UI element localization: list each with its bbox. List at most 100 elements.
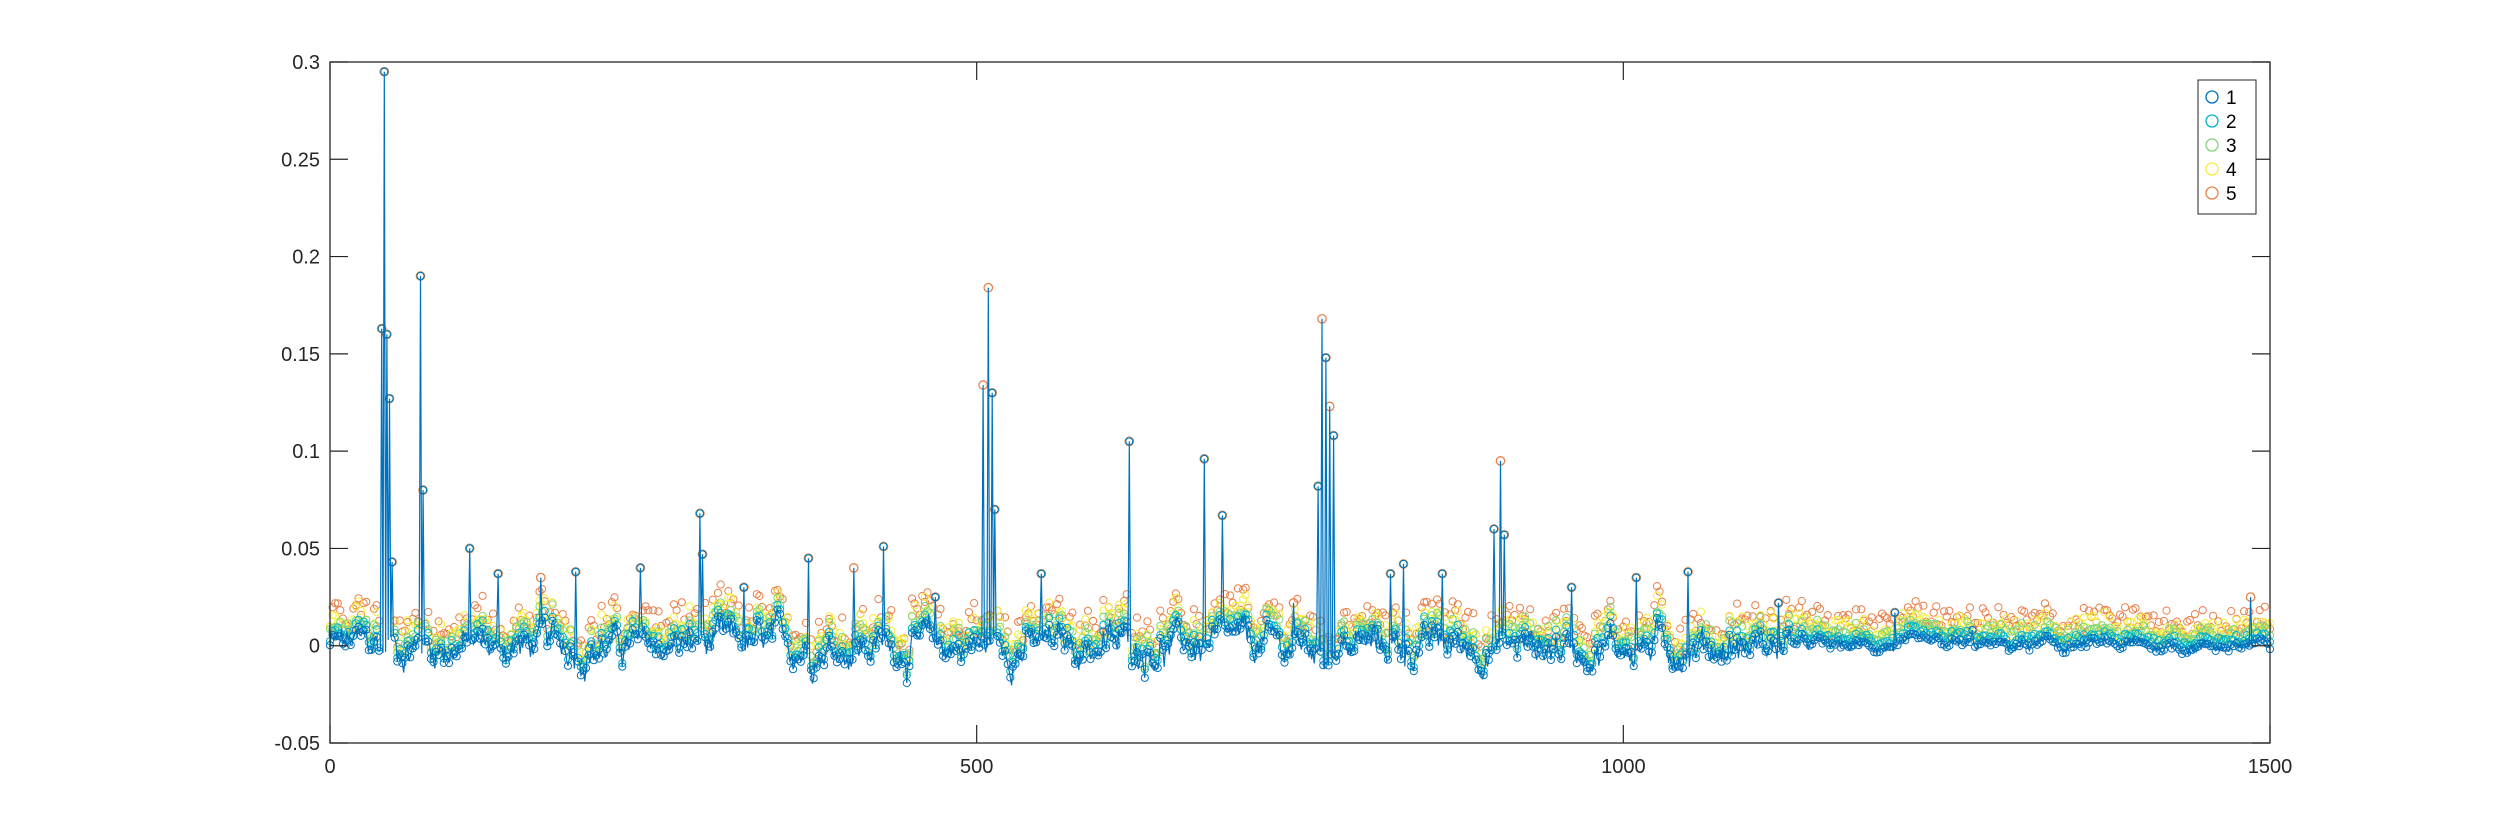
data-point — [830, 640, 839, 650]
data-point — [1554, 650, 1563, 659]
data-point — [336, 617, 345, 626]
data-point — [594, 654, 604, 663]
data-point — [1642, 631, 1651, 640]
data-point — [1813, 601, 1822, 611]
data-point — [1495, 638, 1504, 648]
data-point — [1725, 616, 1734, 625]
data-point — [1704, 652, 1713, 662]
data-point — [887, 640, 896, 649]
data-point — [1919, 601, 1928, 610]
data-point — [1738, 612, 1747, 621]
data-point — [2190, 610, 2200, 619]
data-point — [794, 655, 803, 664]
data-point — [928, 634, 937, 643]
data-point — [1614, 648, 1623, 658]
data-point — [1751, 629, 1760, 639]
data-point — [1707, 625, 1716, 635]
data-point — [920, 597, 930, 607]
data-point — [1531, 650, 1540, 659]
data-point — [2198, 632, 2207, 641]
data-point — [1404, 646, 1413, 656]
data-point — [1991, 639, 2000, 649]
data-point — [2263, 624, 2272, 633]
data-point — [1919, 619, 1928, 628]
y-tick-label: -0.05 — [274, 733, 320, 755]
data-point — [732, 612, 741, 621]
data-point — [1244, 601, 1253, 610]
data-point — [1464, 642, 1473, 651]
data-point — [2030, 620, 2039, 630]
data-point — [1055, 614, 1064, 623]
data-point — [1321, 353, 1331, 362]
legend: 1 2 3 4 5 — [2197, 79, 2257, 215]
data-point — [1911, 618, 1920, 628]
data-point — [776, 609, 785, 619]
data-point — [1257, 620, 1266, 630]
data-point — [1383, 655, 1393, 664]
data-point — [1872, 642, 1881, 651]
data-point — [1541, 634, 1550, 643]
data-point — [1101, 644, 1111, 653]
data-point — [1875, 614, 1884, 624]
data-point — [1205, 643, 1214, 653]
data-point — [1608, 611, 1618, 620]
data-point — [1606, 596, 1615, 605]
data-point — [496, 633, 505, 643]
data-point — [2198, 606, 2207, 615]
data-point — [1813, 615, 1822, 624]
data-point — [1766, 627, 1775, 637]
data-point — [1627, 633, 1636, 642]
data-point — [2221, 635, 2231, 644]
data-point — [1686, 647, 1695, 656]
data-point — [1963, 617, 1972, 626]
data-point — [444, 659, 454, 668]
data-point — [1940, 607, 1949, 616]
data-point — [669, 624, 679, 633]
data-point — [1831, 616, 1840, 625]
data-point — [1187, 653, 1196, 662]
data-point — [1559, 604, 1568, 613]
data-point — [478, 591, 487, 600]
data-point — [2056, 632, 2065, 641]
data-point — [2242, 639, 2251, 648]
data-point — [879, 542, 888, 551]
data-point — [1714, 632, 1724, 641]
data-point — [1081, 621, 1090, 630]
data-point — [1145, 648, 1155, 657]
data-point — [2234, 623, 2244, 632]
data-point — [1407, 662, 1416, 671]
data-point — [1420, 620, 1429, 630]
data-point — [597, 610, 606, 619]
data-point — [597, 634, 606, 643]
data-point — [1430, 619, 1439, 628]
data-point — [822, 643, 831, 652]
data-point — [2240, 607, 2249, 616]
data-point — [2214, 642, 2223, 651]
data-point — [1192, 646, 1201, 655]
data-point — [2172, 627, 2181, 636]
data-point — [1562, 621, 1571, 630]
data-point — [1453, 607, 1462, 616]
data-point — [631, 630, 640, 639]
data-point — [776, 601, 785, 610]
data-point — [897, 660, 906, 669]
data-point — [755, 607, 764, 616]
data-point — [1725, 630, 1734, 639]
data-point — [887, 626, 896, 636]
data-point — [1270, 598, 1279, 607]
data-point — [716, 580, 725, 589]
data-point — [1391, 609, 1400, 618]
data-point — [1513, 653, 1522, 662]
data-point — [1978, 619, 1988, 629]
data-point — [1288, 644, 1297, 653]
data-point — [783, 639, 792, 648]
data-point — [1497, 631, 1506, 640]
data-point — [1572, 659, 1581, 668]
data-point — [1562, 629, 1571, 639]
data-point — [1655, 587, 1664, 596]
data-point — [483, 625, 492, 634]
data-point — [1588, 659, 1597, 668]
data-point — [517, 635, 526, 644]
data-point — [2263, 639, 2272, 649]
data-point — [1596, 622, 1605, 631]
